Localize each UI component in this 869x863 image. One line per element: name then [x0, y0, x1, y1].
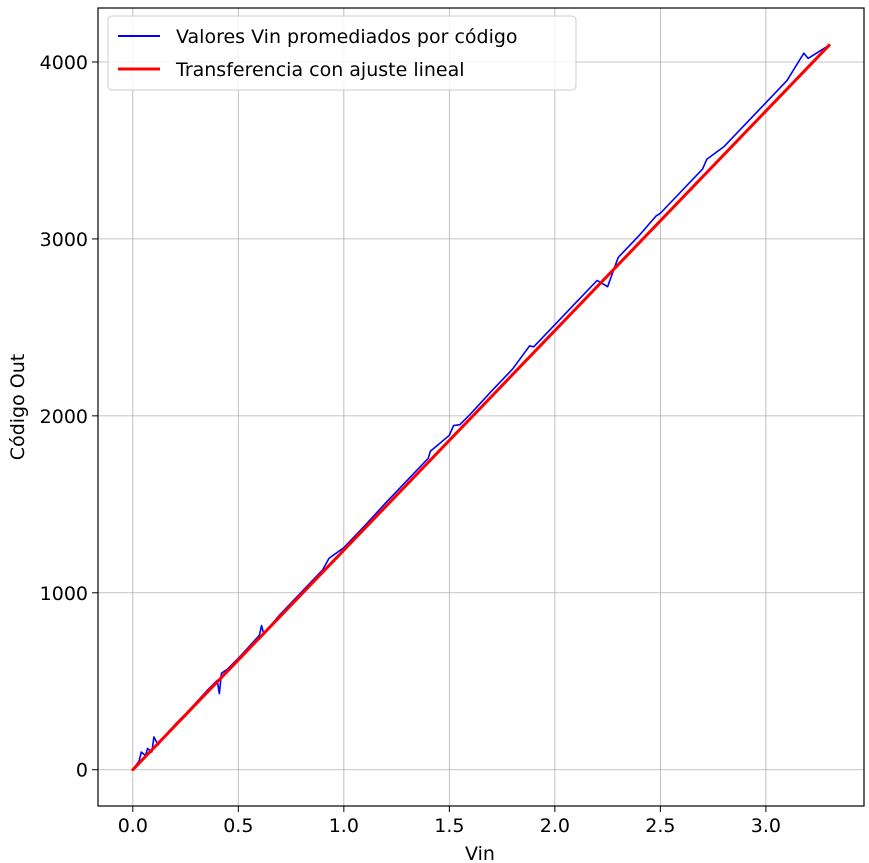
legend: Valores Vin promediados por código Trans…	[107, 15, 577, 91]
y-tick-label: 2000	[40, 406, 88, 428]
x-tick-label: 1.5	[434, 815, 464, 837]
y-tick-label: 3000	[40, 229, 88, 251]
y-axis-label: Código Out	[7, 354, 29, 460]
legend-label-blue: Valores Vin promediados por código	[176, 26, 518, 48]
plot-frame	[97, 7, 865, 807]
x-tick-label: 2.0	[540, 815, 570, 837]
x-tick-label: 0.5	[223, 815, 253, 837]
y-tick-label: 4000	[40, 52, 88, 74]
series-line-red	[131, 43, 831, 772]
x-tick-label: 0.0	[118, 815, 148, 837]
tick-layer: 0.0 0.5 1.0 1.5 2.0 2.5 3.0 0 1000 2000 3000 4000	[40, 52, 781, 837]
y-tick-label: 1000	[40, 583, 88, 605]
x-tick-label: 3.0	[751, 815, 781, 837]
x-axis-label: Vin	[465, 843, 495, 863]
legend-box	[107, 15, 577, 91]
x-tick-label: 2.5	[645, 815, 675, 837]
legend-label-red: Transferencia con ajuste lineal	[175, 59, 465, 81]
series-layer	[131, 43, 831, 772]
x-tick-label: 1.0	[329, 815, 359, 837]
y-tick-label: 0	[76, 760, 88, 782]
